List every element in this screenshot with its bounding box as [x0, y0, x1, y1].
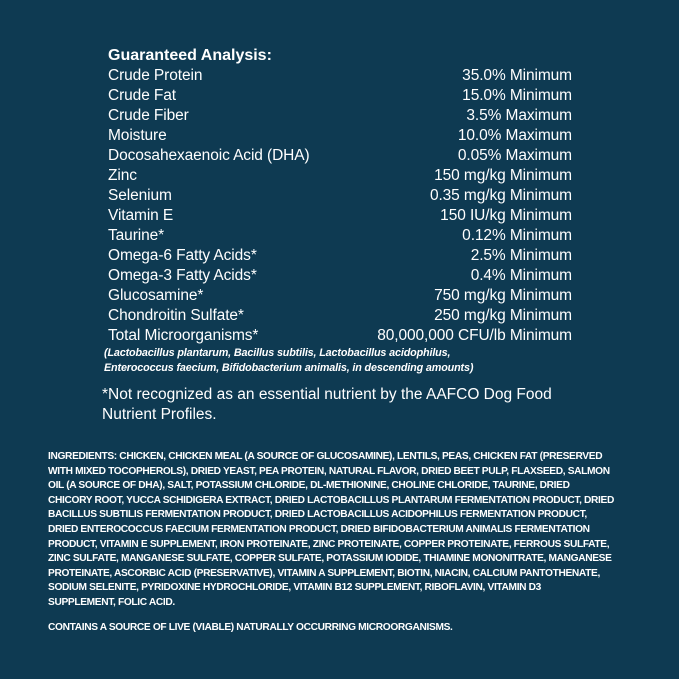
analysis-row: Docosahexaenoic Acid (DHA) 0.05% Maximum: [108, 146, 572, 166]
ingredients-line: OIL (A SOURCE OF DHA), SALT, POTASSIUM C…: [48, 480, 570, 492]
nutrient-value: 15.0% Minimum: [462, 87, 572, 104]
analysis-row: Moisture 10.0% Maximum: [108, 126, 572, 146]
nutrient-value: 2.5% Minimum: [470, 247, 572, 264]
nutrient-name: Crude Fat: [108, 87, 177, 104]
analysis-row: Taurine* 0.12% Minimum: [108, 226, 572, 246]
ingredients: INGREDIENTS: CHICKEN, CHICKEN MEAL (A SO…: [48, 450, 648, 611]
microorganism-note: (Lactobacillus plantarum, Bacillus subti…: [104, 346, 572, 376]
nutrient-value: 0.12% Minimum: [462, 227, 572, 244]
analysis-row: Selenium 0.35 mg/kg Minimum: [108, 186, 572, 206]
nutrient-value: 250 mg/kg Minimum: [434, 307, 572, 324]
ingredients-line: SUPPLEMENT, FOLIC ACID.: [48, 596, 175, 608]
analysis-row: Vitamin E 150 IU/kg Minimum: [108, 206, 572, 226]
nutrient-value: 750 mg/kg Minimum: [434, 287, 572, 304]
analysis-row: Omega-3 Fatty Acids* 0.4% Minimum: [108, 266, 572, 286]
analysis-row: Total Microorganisms* 80,000,000 CFU/lb M…: [108, 326, 572, 346]
nutrient-name: Zinc: [108, 167, 137, 184]
analysis-row: Crude Fat 15.0% Minimum: [108, 86, 572, 106]
ingredients-line: PRODUCT, VITAMIN E SUPPLEMENT, IRON PROT…: [48, 538, 610, 550]
ingredients-line: SODIUM SELENITE, PYRIDOXINE HYDROCHLORID…: [48, 582, 541, 594]
nutrient-name: Chondroitin Sulfate*: [108, 307, 244, 324]
analysis-row: Omega-6 Fatty Acids* 2.5% Minimum: [108, 246, 572, 266]
ingredients-line: ZINC SULFATE, MANGANESE SULFATE, COPPER …: [48, 553, 612, 565]
nutrient-value: 0.05% Maximum: [457, 147, 572, 164]
nutrient-value: 150 mg/kg Minimum: [434, 167, 572, 184]
analysis-row: Crude Fiber 3.5% Maximum: [108, 106, 572, 126]
nutrient-name: Docosahexaenoic Acid (DHA): [108, 147, 310, 164]
nutrient-name: Moisture: [108, 127, 167, 144]
nutrient-name: Taurine*: [108, 227, 165, 244]
ingredients-line: WITH MIXED TOCOPHEROLS), DRIED YEAST, PE…: [48, 465, 610, 477]
nutrient-value: 80,000,000 CFU/lb Minimum: [377, 327, 572, 344]
guaranteed-analysis: Guaranteed Analysis: Crude Protein 35.0% …: [104, 46, 572, 376]
analysis-row: Chondroitin Sulfate* 250 mg/kg Minimum: [108, 306, 572, 326]
nutrient-name: Omega-3 Fatty Acids*: [108, 267, 257, 284]
ingredients-text: CHICKEN, CHICKEN MEAL (A SOURCE OF GLUCO…: [116, 451, 603, 462]
analysis-row: Zinc 150 mg/kg Minimum: [108, 166, 572, 186]
nutrient-value: 35.0% Minimum: [462, 67, 572, 84]
nutrient-name: Crude Fiber: [108, 107, 189, 124]
nutrient-name: Crude Protein: [108, 67, 203, 84]
nutrient-name: Glucosamine*: [108, 287, 204, 304]
nutrient-name: Total Microorganisms*: [108, 327, 259, 344]
note-line: Enterococcus faecium, Bifidobacterium an…: [104, 362, 474, 374]
nutrient-name: Omega-6 Fatty Acids*: [108, 247, 257, 264]
nutrient-value: 0.35 mg/kg Minimum: [429, 187, 572, 204]
ingredients-line: BACILLUS SUBTILIS FERMENTATION PRODUCT, …: [48, 509, 587, 521]
note-line: (Lactobacillus plantarum, Bacillus subti…: [104, 347, 451, 359]
ingredients-line: INGREDIENTS: CHICKEN, CHICKEN MEAL (A SO…: [48, 450, 648, 465]
contains-note: CONTAINS A SOURCE OF LIVE (VIABLE) NATUR…: [48, 622, 453, 633]
nutrient-name: Selenium: [108, 187, 172, 204]
analysis-title: Guaranteed Analysis:: [108, 47, 272, 64]
aafco-note: *Not recognized as an essential nutrient…: [102, 386, 552, 423]
nutrient-value: 10.0% Maximum: [457, 127, 572, 144]
ingredients-line: CHICORY ROOT, YUCCA SCHIDIGERA EXTRACT, …: [48, 494, 614, 506]
ingredients-line: PROTEINATE, ASCORBIC ACID (PRESERVATIVE)…: [48, 567, 600, 579]
analysis-row: Glucosamine* 750 mg/kg Minimum: [108, 286, 572, 306]
ingredients-label: INGREDIENTS:: [48, 451, 117, 462]
ingredients-line: DRIED ENTEROCOCCUS FAECIUM FERMENTATION …: [48, 523, 590, 535]
nutrient-value: 3.5% Maximum: [466, 107, 572, 124]
analysis-row: Crude Protein 35.0% Minimum: [108, 66, 572, 86]
nutrient-value: 0.4% Minimum: [470, 267, 572, 284]
nutrient-value: 150 IU/kg Minimum: [440, 207, 572, 224]
analysis-rows: Crude Protein 35.0% Minimum Crude Fat 15.0%…: [108, 66, 572, 346]
nutrient-name: Vitamin E: [108, 207, 174, 224]
